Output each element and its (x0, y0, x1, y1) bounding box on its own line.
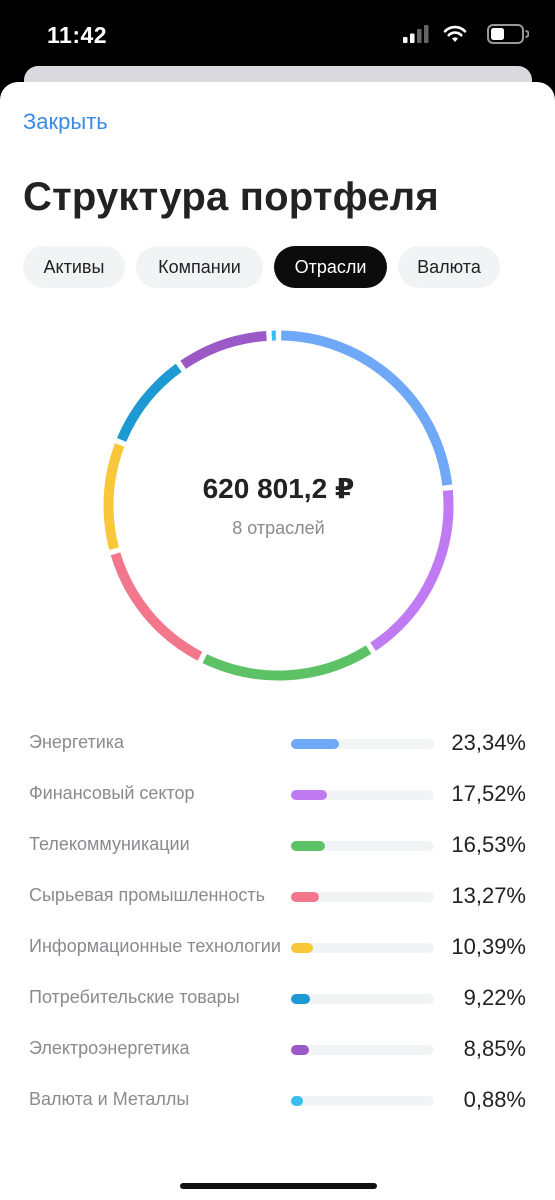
share-bar-fill (291, 790, 328, 800)
industry-percent: 8,85% (463, 1036, 526, 1061)
industry-name: Валюта и Металлы (29, 1089, 190, 1109)
industry-name: Информационные технологии (29, 936, 281, 956)
industry-name: Телекоммуникации (29, 834, 190, 854)
list-item[interactable]: Телекоммуникации 16,53% (0, 826, 555, 866)
industry-percent: 23,34% (451, 730, 526, 755)
list-item[interactable]: Сырьевая промышленность 13,27% (0, 877, 555, 917)
share-bar-fill (291, 994, 311, 1004)
industry-count: 8 отраслей (232, 518, 325, 538)
home-indicator (180, 1183, 377, 1189)
share-bar-fill (291, 739, 340, 749)
tab-label: Валюта (417, 256, 481, 277)
industry-percent: 9,22% (463, 985, 526, 1010)
list-item[interactable]: Энергетика 23,34% (0, 724, 555, 764)
donut-segment-1 (281, 330, 453, 486)
share-bar-track (291, 892, 434, 902)
industry-name: Энергетика (29, 732, 125, 752)
industry-name: Потребительские товары (29, 987, 240, 1007)
industry-name: Финансовый сектор (29, 783, 195, 803)
share-bar-track (291, 841, 434, 851)
industry-percent: 13,27% (451, 883, 526, 908)
list-item[interactable]: Валюта и Металлы 0,88% (0, 1081, 555, 1121)
status-bar: 11:42 (0, 0, 555, 70)
tab-companies[interactable]: Компании (136, 246, 263, 288)
list-item[interactable]: Электроэнергетика 8,85% (0, 1030, 555, 1070)
industry-percent: 16,53% (451, 832, 526, 857)
list-item[interactable]: Финансовый сектор 17,52% (0, 775, 555, 815)
donut-chart-svg (103, 330, 454, 681)
share-bar-fill (291, 841, 326, 851)
donut-segment-5 (103, 443, 125, 550)
tab-label: Активы (43, 256, 105, 277)
share-bar-track (291, 739, 434, 749)
status-time: 11:42 (47, 22, 108, 48)
share-bar-fill (291, 1096, 303, 1106)
battery-icon (487, 24, 529, 44)
share-bar-fill (291, 943, 313, 953)
tab-label: Отрасли (294, 256, 367, 277)
share-bar-fill (291, 892, 319, 902)
portfolio-total: 620 801,2 ₽ (202, 473, 355, 504)
donut-chart: 620 801,2 ₽ 8 отраслей (101, 328, 456, 683)
donut-segment-3 (202, 645, 372, 681)
tab-label: Компании (158, 256, 241, 277)
share-bar-fill (291, 1045, 310, 1055)
close-button[interactable]: Закрыть (23, 109, 108, 134)
donut-segment-6 (117, 363, 182, 442)
page-title: Структура портфеля (23, 175, 439, 219)
cellular-signal-icon (403, 25, 429, 43)
list-item[interactable]: Потребительские товары 9,22% (0, 979, 555, 1019)
tab-industries[interactable]: Отрасли (274, 246, 387, 288)
share-bar-track (291, 943, 434, 953)
industry-percent: 0,88% (463, 1087, 526, 1112)
share-bar-track (291, 790, 434, 800)
wifi-icon (443, 25, 467, 42)
industry-name: Электроэнергетика (29, 1038, 190, 1058)
tab-assets[interactable]: Активы (23, 246, 125, 288)
donut-segment-4 (110, 552, 203, 661)
portfolio-structure-sheet: Закрыть Структура портфеля Активы Компан… (0, 82, 555, 1200)
tab-currency[interactable]: Валюта (398, 246, 500, 288)
list-item[interactable]: Информационные технологии 10,39% (0, 928, 555, 968)
share-bar-track (291, 1045, 434, 1055)
industry-percent: 10,39% (451, 934, 526, 959)
industry-name: Сырьевая промышленность (29, 885, 266, 905)
industry-percent: 17,52% (451, 781, 526, 806)
donut-segment-7 (180, 330, 267, 369)
share-bar-track (291, 994, 434, 1004)
donut-segment-2 (370, 490, 454, 651)
share-bar-track (291, 1096, 434, 1106)
